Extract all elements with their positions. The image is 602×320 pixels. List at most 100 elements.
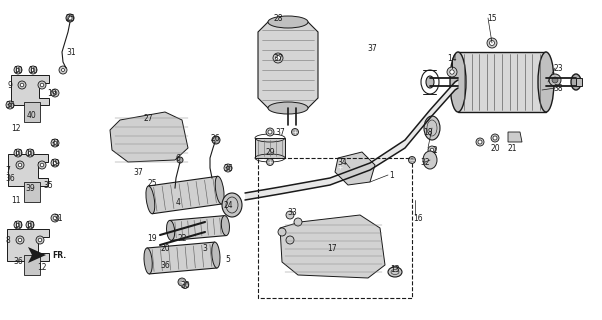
Circle shape (181, 282, 188, 289)
Circle shape (268, 130, 272, 134)
Text: 3: 3 (202, 244, 208, 252)
Circle shape (26, 221, 34, 229)
Circle shape (266, 128, 274, 136)
Circle shape (18, 163, 22, 167)
Text: 29: 29 (265, 148, 275, 156)
Circle shape (391, 266, 399, 274)
Circle shape (29, 66, 37, 74)
Ellipse shape (423, 151, 437, 169)
Text: 34: 34 (337, 157, 347, 166)
Text: 7: 7 (5, 165, 10, 174)
Polygon shape (245, 80, 458, 200)
Text: 10: 10 (28, 66, 38, 75)
Circle shape (428, 121, 436, 129)
Text: 18: 18 (423, 127, 433, 137)
Circle shape (53, 161, 57, 165)
Ellipse shape (388, 267, 402, 277)
Text: 15: 15 (487, 13, 497, 22)
Circle shape (61, 68, 64, 71)
Text: 33: 33 (287, 207, 297, 217)
Text: 4: 4 (176, 197, 181, 206)
Circle shape (68, 16, 72, 20)
Ellipse shape (426, 76, 434, 88)
Text: 35: 35 (43, 180, 53, 189)
Circle shape (53, 141, 57, 145)
Circle shape (16, 151, 20, 155)
Polygon shape (24, 255, 40, 275)
Circle shape (393, 268, 397, 272)
Circle shape (491, 134, 499, 142)
Text: 19: 19 (50, 158, 60, 167)
Circle shape (38, 81, 46, 89)
Circle shape (38, 238, 42, 242)
Ellipse shape (571, 74, 581, 90)
Text: 27: 27 (143, 114, 153, 123)
Ellipse shape (212, 242, 220, 268)
Circle shape (14, 221, 22, 229)
Polygon shape (170, 216, 226, 240)
Circle shape (8, 103, 12, 107)
Text: 25: 25 (147, 179, 157, 188)
Circle shape (430, 123, 434, 127)
Ellipse shape (450, 52, 466, 112)
Circle shape (276, 55, 281, 60)
Circle shape (36, 236, 44, 244)
Polygon shape (28, 247, 46, 263)
Circle shape (409, 156, 415, 164)
Ellipse shape (146, 186, 155, 214)
Text: 28: 28 (273, 13, 283, 22)
Ellipse shape (216, 176, 224, 204)
Circle shape (51, 89, 59, 97)
Text: 25: 25 (65, 13, 75, 22)
Circle shape (447, 67, 457, 77)
Circle shape (40, 83, 44, 87)
Polygon shape (258, 22, 318, 108)
Circle shape (16, 68, 20, 72)
Ellipse shape (144, 248, 152, 274)
Text: 37: 37 (133, 167, 143, 177)
Polygon shape (148, 176, 222, 214)
Text: 30: 30 (180, 281, 190, 290)
Ellipse shape (268, 102, 308, 114)
Circle shape (493, 136, 497, 140)
Circle shape (53, 216, 57, 220)
Text: 31: 31 (66, 47, 76, 57)
Circle shape (489, 41, 494, 45)
Text: 17: 17 (327, 244, 337, 252)
Text: 11: 11 (11, 196, 20, 204)
Circle shape (16, 161, 24, 169)
Text: 38: 38 (553, 84, 563, 92)
Circle shape (59, 66, 67, 74)
Text: 9: 9 (8, 81, 13, 90)
Bar (458, 52, 546, 112)
Text: 10: 10 (13, 66, 23, 75)
Text: 39: 39 (25, 183, 35, 193)
Circle shape (430, 148, 434, 152)
Circle shape (28, 151, 32, 155)
Text: 14: 14 (447, 53, 457, 62)
Circle shape (294, 218, 302, 226)
Text: 16: 16 (413, 213, 423, 222)
Text: 10: 10 (13, 220, 23, 229)
Circle shape (28, 223, 32, 227)
Text: 23: 23 (553, 63, 563, 73)
Circle shape (278, 228, 286, 236)
Circle shape (549, 74, 561, 86)
Circle shape (286, 236, 294, 244)
Text: 36: 36 (223, 164, 233, 172)
Polygon shape (24, 182, 40, 202)
Text: 6: 6 (176, 154, 181, 163)
Text: 8: 8 (5, 236, 10, 244)
Circle shape (224, 164, 232, 172)
Bar (255, 138, 285, 158)
Circle shape (428, 146, 436, 154)
Circle shape (178, 278, 186, 286)
Circle shape (450, 70, 454, 74)
Text: 22: 22 (177, 234, 187, 243)
Text: FR.: FR. (52, 251, 66, 260)
Text: 10: 10 (25, 148, 35, 157)
Polygon shape (335, 152, 375, 185)
Circle shape (66, 14, 74, 22)
Circle shape (476, 138, 484, 146)
Text: 26: 26 (210, 133, 220, 142)
